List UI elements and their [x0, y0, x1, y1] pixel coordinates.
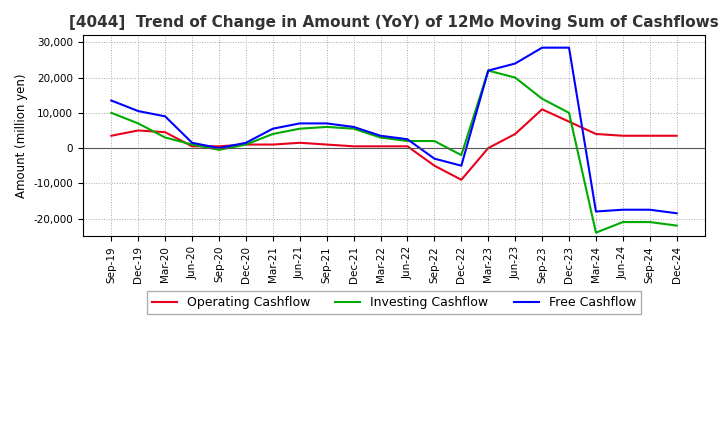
Free Cashflow	[538, 45, 546, 50]
Operating Cashflow	[134, 128, 143, 133]
Operating Cashflow	[269, 142, 277, 147]
Line: Investing Cashflow: Investing Cashflow	[112, 70, 677, 233]
Investing Cashflow	[295, 126, 304, 131]
Operating Cashflow	[618, 133, 627, 139]
Investing Cashflow	[242, 142, 251, 147]
Operating Cashflow	[403, 144, 412, 149]
Free Cashflow	[592, 209, 600, 214]
Operating Cashflow	[672, 133, 681, 139]
Operating Cashflow	[242, 142, 251, 147]
Free Cashflow	[215, 146, 223, 151]
Investing Cashflow	[511, 75, 520, 80]
Investing Cashflow	[484, 68, 492, 73]
Investing Cashflow	[269, 132, 277, 137]
Operating Cashflow	[377, 144, 385, 149]
Operating Cashflow	[511, 132, 520, 137]
Operating Cashflow	[107, 133, 116, 139]
Investing Cashflow	[672, 223, 681, 228]
Investing Cashflow	[403, 139, 412, 144]
Free Cashflow	[161, 114, 169, 119]
Operating Cashflow	[188, 144, 197, 149]
Operating Cashflow	[430, 163, 438, 169]
Investing Cashflow	[188, 142, 197, 147]
Investing Cashflow	[538, 96, 546, 101]
Investing Cashflow	[349, 126, 358, 131]
Free Cashflow	[403, 137, 412, 142]
Operating Cashflow	[592, 132, 600, 137]
Title: [4044]  Trend of Change in Amount (YoY) of 12Mo Moving Sum of Cashflows: [4044] Trend of Change in Amount (YoY) o…	[69, 15, 719, 30]
Free Cashflow	[295, 121, 304, 126]
Investing Cashflow	[323, 124, 331, 129]
Free Cashflow	[377, 133, 385, 139]
Investing Cashflow	[134, 121, 143, 126]
Free Cashflow	[134, 108, 143, 114]
Operating Cashflow	[215, 144, 223, 149]
Investing Cashflow	[618, 220, 627, 225]
Y-axis label: Amount (million yen): Amount (million yen)	[15, 73, 28, 198]
Operating Cashflow	[349, 144, 358, 149]
Free Cashflow	[618, 207, 627, 213]
Operating Cashflow	[564, 119, 573, 124]
Free Cashflow	[484, 68, 492, 73]
Operating Cashflow	[484, 146, 492, 151]
Line: Free Cashflow: Free Cashflow	[112, 48, 677, 213]
Free Cashflow	[430, 156, 438, 161]
Operating Cashflow	[646, 133, 654, 139]
Investing Cashflow	[592, 230, 600, 235]
Free Cashflow	[564, 45, 573, 50]
Operating Cashflow	[457, 177, 466, 183]
Free Cashflow	[457, 163, 466, 169]
Investing Cashflow	[646, 220, 654, 225]
Investing Cashflow	[107, 110, 116, 115]
Operating Cashflow	[538, 106, 546, 112]
Investing Cashflow	[215, 147, 223, 153]
Free Cashflow	[511, 61, 520, 66]
Operating Cashflow	[161, 130, 169, 135]
Free Cashflow	[242, 140, 251, 146]
Investing Cashflow	[457, 153, 466, 158]
Free Cashflow	[646, 207, 654, 213]
Investing Cashflow	[564, 110, 573, 115]
Free Cashflow	[672, 211, 681, 216]
Free Cashflow	[323, 121, 331, 126]
Free Cashflow	[349, 124, 358, 129]
Investing Cashflow	[430, 139, 438, 144]
Line: Operating Cashflow: Operating Cashflow	[112, 109, 677, 180]
Investing Cashflow	[161, 135, 169, 140]
Operating Cashflow	[295, 140, 304, 146]
Free Cashflow	[269, 126, 277, 131]
Free Cashflow	[107, 98, 116, 103]
Investing Cashflow	[377, 135, 385, 140]
Operating Cashflow	[323, 142, 331, 147]
Free Cashflow	[188, 140, 197, 146]
Legend: Operating Cashflow, Investing Cashflow, Free Cashflow: Operating Cashflow, Investing Cashflow, …	[147, 291, 641, 314]
